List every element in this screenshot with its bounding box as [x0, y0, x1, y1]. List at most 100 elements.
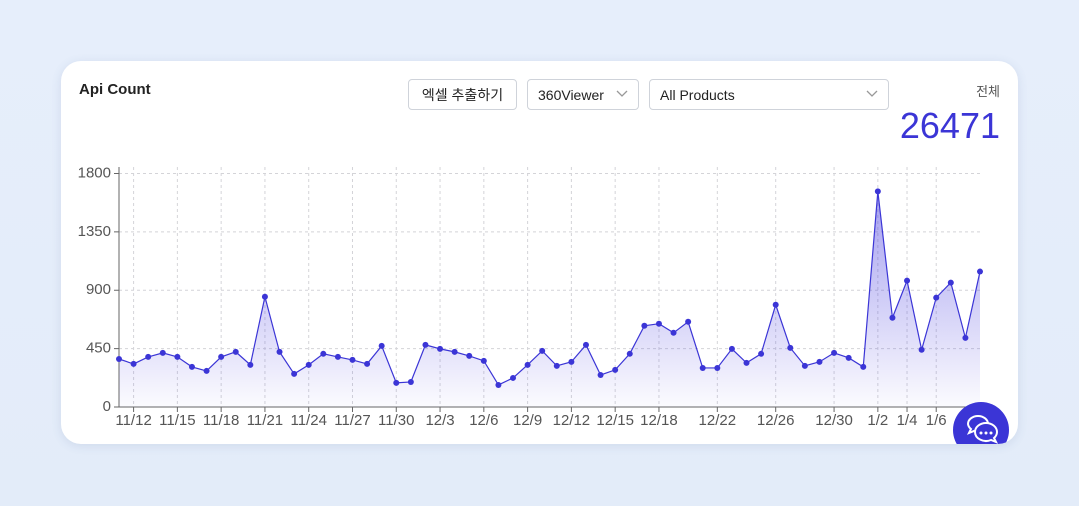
point	[495, 381, 502, 388]
point	[758, 350, 765, 357]
chevron	[616, 90, 628, 97]
point	[626, 350, 633, 357]
point	[845, 354, 852, 361]
card: Api Count 엑셀 추출하기 360Viewer All Products…	[61, 61, 1018, 444]
point	[188, 363, 195, 370]
x-tick-label: 12/6	[469, 412, 498, 429]
x-tick-label: 12/30	[815, 412, 853, 429]
point	[889, 314, 896, 321]
product-select[interactable]: All Products	[649, 79, 889, 110]
point	[247, 361, 254, 368]
point	[539, 347, 546, 354]
point	[918, 346, 925, 353]
point	[655, 320, 662, 327]
x-tick-label: 11/12	[115, 412, 151, 429]
point	[334, 353, 341, 360]
total-label: 전체	[976, 84, 1000, 99]
x-tick-label: 12/22	[699, 412, 737, 429]
x-tick-label: 12/18	[640, 412, 678, 429]
point	[714, 364, 721, 371]
point	[772, 301, 779, 308]
x-tick-label: 12/9	[513, 412, 542, 429]
chart: 0 450 900 1350 1800 11/12 11/15 11/18 11/21 11/24…	[78, 164, 983, 429]
y-tick-label: 1350	[78, 223, 111, 240]
point	[145, 353, 152, 360]
total-value: 26471	[899, 105, 1000, 146]
point	[728, 345, 735, 352]
point	[203, 367, 210, 374]
y-tick-label: 450	[86, 340, 111, 357]
point	[422, 341, 429, 348]
y-tick-label: 1800	[78, 164, 111, 181]
point	[801, 362, 808, 369]
card-title: Api Count	[79, 81, 151, 98]
point	[597, 371, 604, 378]
point	[641, 322, 648, 329]
point	[553, 362, 560, 369]
point	[218, 353, 225, 360]
point	[378, 342, 385, 349]
point	[874, 188, 881, 195]
point	[466, 352, 473, 359]
point	[480, 357, 487, 364]
x-tick-label: 11/27	[334, 412, 370, 429]
point	[670, 329, 677, 336]
point	[349, 356, 356, 363]
select-label: 360Viewer	[538, 86, 604, 103]
point	[787, 344, 794, 351]
point	[612, 366, 619, 373]
point	[962, 334, 969, 341]
x-tick-label: 1/4	[897, 412, 918, 429]
x-tick-label: 1/6	[926, 412, 947, 429]
x-tick-label: 1/2	[867, 412, 888, 429]
point	[933, 294, 940, 301]
point	[947, 279, 954, 286]
x-tick-label: 12/3	[425, 412, 454, 429]
x-tick-label: 11/18	[203, 412, 239, 429]
chat-icon	[966, 415, 999, 444]
point	[407, 378, 414, 385]
point	[437, 345, 444, 352]
point	[524, 361, 531, 368]
x-tick-label: 12/15	[596, 412, 634, 429]
point	[568, 358, 575, 365]
chevron	[866, 90, 878, 97]
select-label: All Products	[660, 86, 735, 103]
point	[393, 379, 400, 386]
point	[174, 353, 181, 360]
point	[904, 277, 911, 284]
point	[582, 341, 589, 348]
point	[451, 348, 458, 355]
point	[305, 361, 312, 368]
point	[860, 363, 867, 370]
point	[276, 348, 283, 355]
point	[130, 360, 137, 367]
button-label: 엑셀 추출하기	[421, 86, 504, 103]
point	[364, 360, 371, 367]
y-tick-label: 0	[103, 398, 111, 415]
viewer-select[interactable]: 360Viewer	[527, 79, 639, 110]
point	[685, 318, 692, 325]
area	[119, 191, 980, 407]
point	[291, 370, 298, 377]
point	[699, 364, 706, 371]
x-tick-label: 11/30	[378, 412, 414, 429]
point	[261, 293, 268, 300]
export-button[interactable]: 엑셀 추출하기	[408, 79, 517, 110]
point	[159, 349, 166, 356]
point	[977, 268, 983, 275]
x-tick-label: 11/15	[159, 412, 195, 429]
point	[510, 374, 517, 381]
point	[816, 358, 823, 365]
x-tick-label: 12/26	[757, 412, 795, 429]
x-tick-label: 11/21	[247, 412, 283, 429]
point	[743, 359, 750, 366]
y-tick-label: 900	[86, 281, 111, 298]
x-tick-label: 12/12	[553, 412, 591, 429]
point	[831, 349, 838, 356]
point	[320, 350, 327, 357]
chat-button[interactable]	[953, 402, 1009, 444]
point	[232, 348, 239, 355]
x-tick-label: 11/24	[290, 412, 326, 429]
